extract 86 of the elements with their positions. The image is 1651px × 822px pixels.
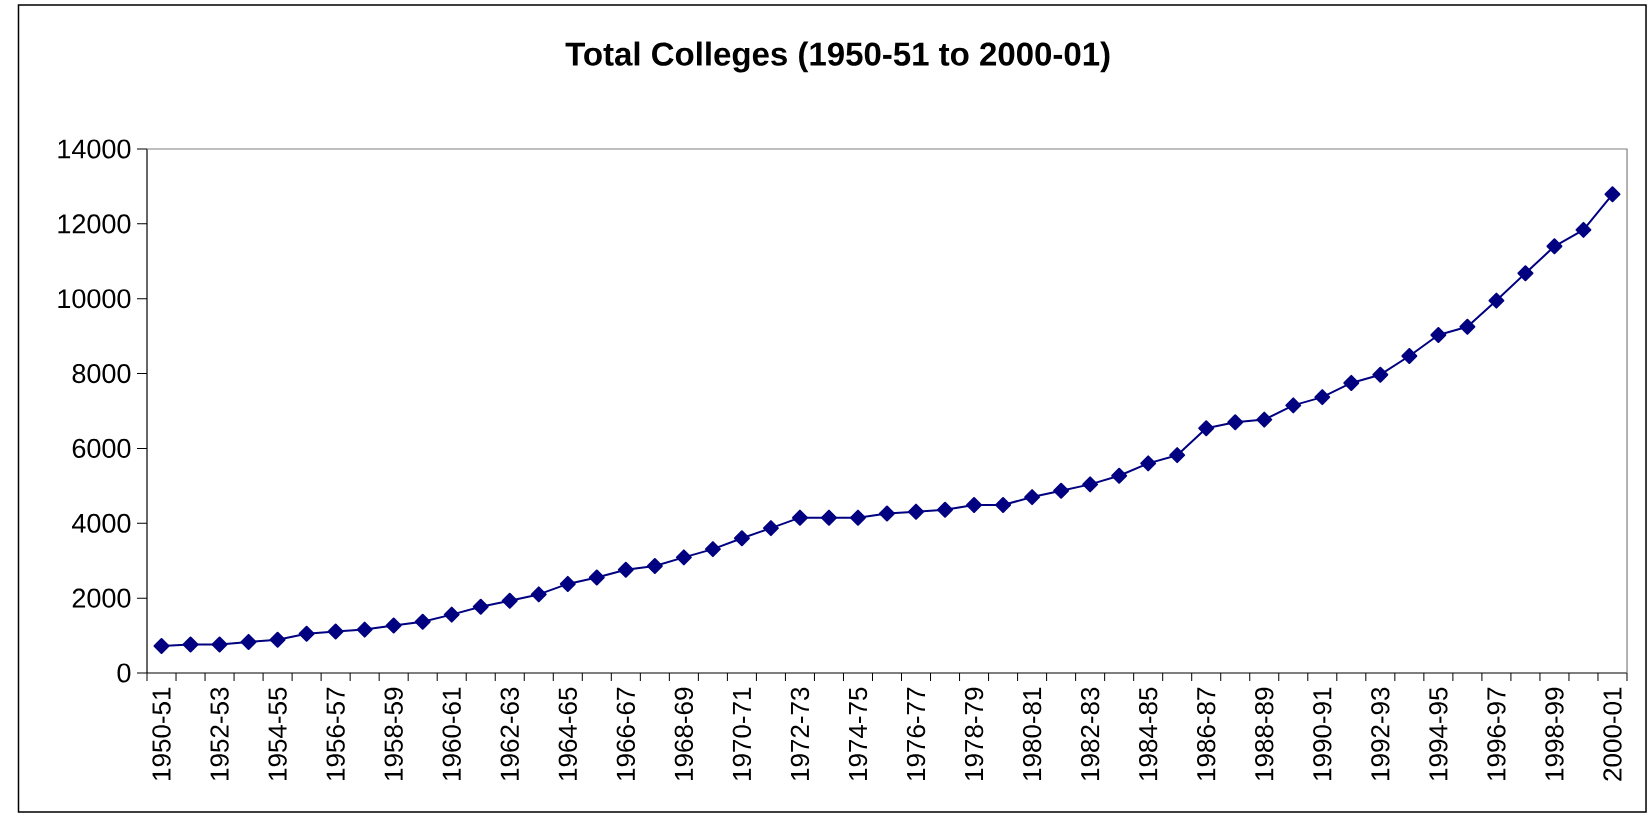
point: [327, 623, 344, 640]
x-tick-label: 1968-69: [674, 687, 694, 780]
point: [211, 636, 228, 653]
point: [1430, 327, 1447, 344]
x-tick-label: 1996-97: [1487, 687, 1506, 780]
point: [1111, 467, 1128, 484]
x-tick-label: 1978-79: [964, 687, 984, 780]
point: [182, 636, 199, 653]
y-tick-label: 6000: [72, 438, 131, 458]
point: [1517, 265, 1534, 282]
point: [1024, 489, 1041, 506]
point: [1488, 292, 1505, 309]
y-tick-label: 0: [117, 663, 131, 683]
point: [937, 501, 954, 518]
point: [995, 496, 1012, 513]
y-tick-label: 8000: [72, 364, 131, 384]
y-tick-label: 10000: [58, 289, 131, 309]
y-tick-label: 12000: [58, 214, 131, 234]
point: [1575, 221, 1592, 238]
point: [1343, 374, 1360, 391]
point: [733, 530, 750, 547]
point: [908, 503, 924, 520]
x-tick-label: 1958-59: [384, 687, 403, 780]
point: [762, 520, 779, 537]
point: [240, 633, 257, 650]
x-tick-label: 1974-75: [848, 687, 868, 780]
x-tick-label: 1952-53: [210, 687, 229, 780]
x-tick-label: 1976-77: [906, 687, 926, 780]
point: [1372, 366, 1389, 383]
x-tick-label: 1962-63: [500, 687, 519, 780]
point: [588, 569, 605, 586]
chart-title: Total Colleges (1950-51 to 2000-01): [565, 41, 1110, 73]
y-tick-label: 14000: [58, 139, 131, 159]
point: [298, 625, 315, 642]
x-tick-label: 1966-67: [616, 687, 636, 780]
x-tick-label: 1972-73: [790, 687, 810, 780]
point: [1459, 318, 1476, 335]
point: [501, 592, 518, 609]
point: [791, 509, 808, 526]
x-tick-label: 2000-01: [1603, 687, 1622, 781]
x-tick-label: 1988-89: [1255, 687, 1274, 780]
point: [850, 509, 866, 526]
point: [617, 561, 634, 578]
point: [530, 586, 547, 603]
point: [269, 631, 286, 648]
point: [414, 613, 431, 630]
point: [646, 557, 663, 574]
point: [1256, 411, 1273, 428]
point: [1604, 186, 1621, 203]
x-tick-label: 1964-65: [558, 687, 577, 780]
point: [675, 549, 692, 566]
point: [1314, 389, 1331, 406]
x-tick-label: 1950-51: [152, 687, 171, 780]
x-tick-label: 1960-61: [442, 687, 461, 780]
x-tick-label: 1986-87: [1197, 687, 1216, 780]
point: [820, 509, 837, 526]
point: [1227, 414, 1244, 431]
point: [1198, 420, 1215, 437]
point: [356, 621, 373, 638]
x-tick-label: 1956-57: [326, 687, 345, 780]
y-tick-label: 4000: [72, 513, 131, 533]
point: [1401, 347, 1418, 364]
y-tick-label: 2000: [72, 588, 131, 608]
x-tick-label: 1990-91: [1313, 687, 1332, 780]
point: [385, 617, 402, 634]
x-tick-label: 1998-99: [1545, 687, 1564, 780]
point: [704, 541, 721, 558]
x-tick-label: 1984-85: [1138, 687, 1158, 780]
point: [1082, 476, 1099, 493]
point: [1546, 238, 1563, 255]
point: [879, 505, 895, 522]
x-tick-label: 1970-71: [732, 687, 752, 780]
point: [472, 598, 489, 615]
point: [1140, 455, 1157, 472]
point: [1053, 482, 1070, 499]
point: [559, 575, 576, 592]
point: [1169, 447, 1186, 464]
x-tick-label: 1992-93: [1371, 687, 1390, 780]
x-tick-label: 1980-81: [1022, 687, 1042, 780]
x-tick-label: 1994-95: [1429, 687, 1448, 780]
point: [966, 496, 983, 513]
point: [153, 638, 170, 655]
point: [443, 606, 460, 623]
x-tick-label: 1954-55: [268, 687, 287, 780]
point: [1285, 397, 1302, 414]
x-tick-label: 1982-83: [1080, 687, 1100, 780]
